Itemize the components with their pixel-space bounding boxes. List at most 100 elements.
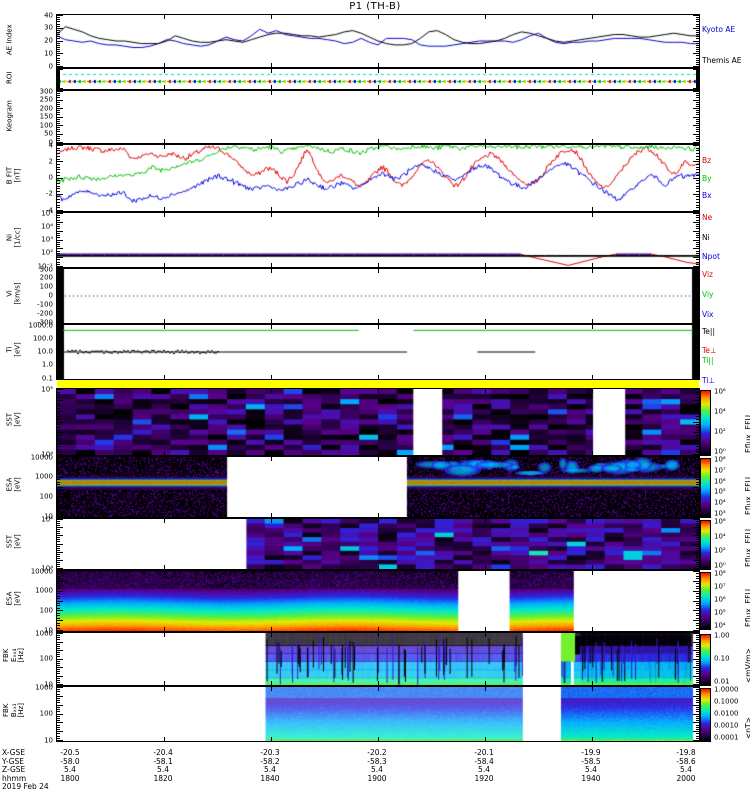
x-ticks-top-ni [57, 213, 699, 217]
y-tick-label: -2 [46, 189, 53, 198]
y-tick-label: 0.1 [41, 374, 53, 382]
esa-elec-cbar-tick: 10⁶ [714, 595, 726, 604]
y-axis-title-esa-elec: ESA [eV] [5, 591, 22, 606]
plot-area-ae-index [57, 15, 699, 67]
y-tick-label: 10³ [41, 235, 53, 244]
y-ticks-left-b-fit [57, 145, 65, 211]
y-tick-labels-ae-index: 40 30 20 10 0 [0, 12, 56, 70]
y-tick-label: 100 [39, 121, 53, 129]
y-axis-title-fbk-bfield: FBK Bₓₓ₁ [Hz] [1, 703, 25, 718]
bottom-row-label-2019-feb-24: 2019 Feb 24 [2, 782, 49, 792]
legend-by: By [702, 174, 712, 183]
legend-npot: Npot [702, 252, 720, 261]
y-tick-label: 100 [39, 709, 53, 718]
x-ticks-esa-elec [57, 627, 699, 631]
plot-area-esa-ion [57, 457, 699, 517]
sst-ion-cbar-tick: 10⁴ [714, 407, 726, 416]
panel-roi [56, 68, 700, 90]
y-axis-title-b-fit: B FIT [nT] [5, 166, 22, 185]
y-tick-label: 0 [48, 291, 53, 300]
y-ticks-right-vi [691, 269, 699, 323]
plot-area-fbk-efield [57, 633, 699, 685]
page-title: P1 (TH-B) [349, 1, 401, 12]
legend-te-: Te|| [702, 327, 715, 336]
y-axis-title-vi: Vi [km/s] [5, 282, 22, 305]
esa-ion-cbar-tick: 10⁵ [714, 487, 726, 496]
esa-ion-cbar-tick: 10⁶ [714, 477, 726, 486]
sst-ion-cbar-unit: Eflux, EFU [744, 415, 750, 453]
y-tick-labels-keogram: 300 250 200 150 100 50 0 [0, 88, 56, 146]
plot-area-b-fit [57, 145, 699, 211]
x-ticks-top-fbk-efield [57, 633, 699, 637]
y-tick-label: 10⁵ [41, 515, 53, 523]
y-tick-label: 1000 [35, 586, 53, 595]
panel-sst-elec [56, 518, 700, 570]
y-ticks-left-keogram [57, 91, 65, 143]
y-ticks-right-ae-index [691, 15, 699, 67]
y-axis-title-sst-elec: SST [eV] [5, 534, 22, 549]
y-tick-label: -100 [37, 300, 53, 309]
legend-bz: Bz [702, 156, 712, 165]
y-tick-label: 250 [39, 95, 53, 104]
y-tick-label: 10000 [30, 567, 53, 575]
esa-elec-cbar [700, 572, 711, 630]
y-axis-title-esa-ion: ESA [eV] [5, 477, 22, 492]
fbk-efield-cbar-unit: <mV/m> [744, 648, 750, 683]
y-tick-label: -4 [46, 206, 53, 214]
x-ticks-ae-index [57, 63, 699, 67]
bottom-value: -58.2 [260, 756, 280, 766]
sst-elec-cbar-tick: 10² [714, 546, 726, 555]
x-ticks-esa-ion [57, 513, 699, 517]
x-ticks-ni [57, 263, 699, 267]
plot-area-roi [57, 69, 699, 89]
y-tick-label: 10⁴ [41, 450, 53, 458]
fbk-efield-cbar-tick: 0.10 [714, 654, 730, 663]
bottom-value: 1840 [260, 773, 280, 783]
plot-area-sst-ion [57, 389, 699, 455]
fbk-bfield-cbar-tick: 0.0010 [714, 721, 739, 730]
y-tick-labels-esa-ion: 10000 1000 100 10 [0, 454, 56, 520]
spin-status-strip [57, 380, 699, 388]
panel-ni [56, 212, 700, 268]
y-tick-label: 1000 [35, 683, 53, 691]
x-ticks-ti [57, 375, 699, 379]
bottom-value: 1900 [367, 773, 387, 783]
x-ticks-sst-ion [57, 451, 699, 455]
esa-elec-cbar-tick: 10⁵ [714, 608, 726, 617]
fbk-efield-cbar-gradient [701, 635, 710, 685]
y-tick-label: 100 [39, 492, 53, 501]
bottom-value: -58.0 [60, 756, 80, 766]
panel-ti [56, 324, 700, 380]
y-tick-labels-sst-elec: 10⁵ 10⁴ [0, 515, 56, 572]
y-ticks-right-ni [691, 213, 699, 267]
legend-ti-: Ti|| [702, 356, 714, 365]
x-ticks-roi [57, 85, 699, 89]
bottom-value: -19.9 [581, 748, 601, 757]
x-ticks-top-sst-elec [57, 519, 699, 523]
y-tick-label: -200 [37, 309, 53, 318]
y-tick-label: 200 [39, 273, 53, 282]
bottom-value: 5.4 [680, 765, 692, 775]
fbk-bfield-cbar-unit: <nT> [744, 717, 750, 739]
fbk-efield-cbar [700, 634, 711, 686]
fbk-bfield-cbar-tick: 0.0100 [714, 709, 739, 718]
bottom-value: -20.4 [153, 748, 173, 757]
y-ticks-left-fbk-efield [57, 633, 65, 685]
y-tick-label: 4 [48, 141, 53, 149]
x-ticks-vi [57, 319, 699, 323]
bottom-value: 1800 [60, 773, 80, 783]
bottom-value: 5.4 [371, 765, 383, 775]
bottom-row-label-x-gse: X-GSE [2, 748, 26, 757]
bottom-value: -20.2 [367, 748, 387, 757]
legend-te-: Te⊥ [702, 346, 717, 355]
esa-elec-cbar-unit: Eflux, EFU [744, 589, 750, 627]
y-tick-label: 100 [39, 606, 53, 615]
y-tick-label: 10⁴ [41, 222, 53, 231]
panel-sst-ion [56, 388, 700, 456]
sst-ion-cbar [700, 390, 711, 456]
y-ticks-right-b-fit [691, 145, 699, 211]
sst-elec-cbar-gradient [701, 521, 710, 569]
esa-ion-cbar [700, 458, 711, 518]
y-tick-label: 100.0 [32, 334, 53, 343]
